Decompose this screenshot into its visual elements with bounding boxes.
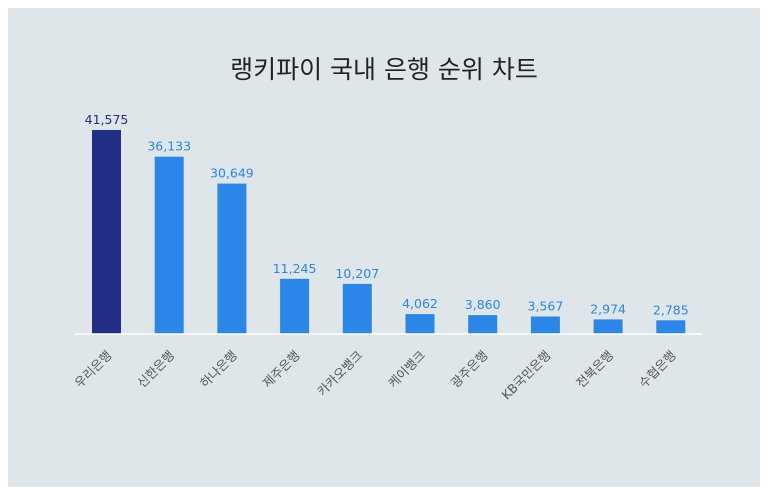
bar-7 [468, 315, 498, 334]
category-label-7: 광주은행 [448, 348, 491, 391]
category-label-5: 카카오뱅크 [314, 348, 365, 399]
value-label-7: 3,860 [465, 297, 501, 312]
value-label-8: 3,567 [528, 299, 564, 314]
value-label-3: 30,649 [210, 166, 254, 181]
value-label-9: 2,974 [590, 301, 626, 316]
category-label-9: 전북은행 [573, 348, 616, 391]
value-label-6: 4,062 [402, 296, 438, 311]
value-label-2: 36,133 [147, 139, 191, 154]
category-labels-group: 우리은행 신한은행 하나은행 제주은행 카카오뱅크 케이뱅크 광주은행 KB국민은행 전북은행 수… [71, 348, 678, 403]
bar-chart: 랭키파이 국내 은행 순위 차트 41,575 36,133 30,649 11,24… [71, 55, 702, 403]
bar-3 [217, 183, 247, 334]
category-label-4: 제주은행 [260, 348, 303, 391]
bars-group [92, 130, 686, 334]
category-label-1: 우리은행 [71, 348, 114, 391]
value-label-1: 41,575 [85, 112, 129, 127]
category-label-6: 케이뱅크 [385, 348, 428, 391]
value-labels-group: 41,575 36,133 30,649 11,245 10,207 4,062 3,860… [85, 112, 689, 317]
value-label-4: 11,245 [273, 261, 317, 276]
bar-8 [530, 316, 560, 334]
bar-9 [593, 319, 623, 334]
category-label-3: 하나은행 [197, 348, 240, 391]
bar-2 [154, 156, 184, 334]
category-label-2: 신한은행 [134, 348, 177, 391]
value-label-10: 2,785 [653, 302, 689, 317]
value-label-5: 10,207 [335, 266, 379, 281]
chart-title: 랭키파이 국내 은행 순위 차트 [230, 55, 538, 84]
bar-1 [92, 130, 121, 334]
bar-5 [342, 283, 372, 334]
category-label-8: KB국민은행 [499, 348, 554, 403]
bar-10 [656, 320, 686, 334]
chart-panel: 랭키파이 국내 은행 순위 차트 41,575 36,133 30,649 11,24… [8, 8, 760, 487]
bar-4 [280, 278, 310, 334]
bar-6 [405, 314, 435, 334]
category-label-10: 수협은행 [636, 348, 679, 391]
